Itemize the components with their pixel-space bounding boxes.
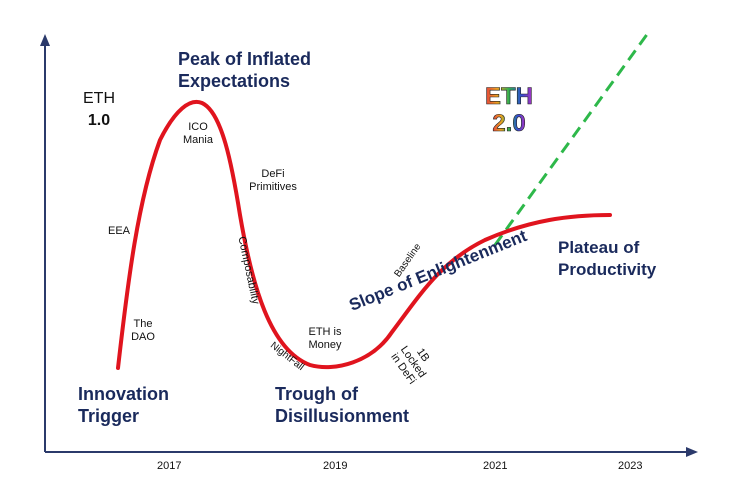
eth2-label-line1: ETH [485,83,533,110]
x-tick-2019: 2019 [323,460,348,472]
trough-label-line2: Disillusionment [275,406,410,426]
defi-line2: Primitives [249,181,297,193]
dao-line1: The [133,318,153,330]
ethmoney-line2: Money [308,339,342,351]
peak-label-line1: Peak of Inflated [178,49,312,69]
peak-label-line2: Expectations [178,71,291,91]
innovation-label-line2: Trigger [78,406,140,426]
ico-line2: Mania [183,134,213,146]
eth1-label: ETH 1.0 [78,88,120,132]
eth-is-money-annotation: ETH is Money [302,326,348,352]
innovation-trigger-label: Innovation Trigger [78,383,169,427]
defi-line1: DeFi [261,168,285,180]
eea-annotation: EEA [107,225,130,237]
eth1-label-line1: ETH [83,90,115,107]
innovation-label-line1: Innovation [78,384,169,404]
peak-label: Peak of Inflated Expectations [178,48,311,92]
eth2-label: ETH 2.0 [485,83,534,138]
trough-label-line1: Trough of [275,384,358,404]
the-dao-annotation: The DAO [126,318,160,344]
ico-mania-annotation: ICO Mania [175,121,221,147]
x-tick-2023: 2023 [618,460,643,472]
defi-primitives-annotation: DeFi Primitives [243,168,303,194]
y-axis-arrow [40,34,50,46]
hype-curve [116,99,612,370]
plateau-label-line1: Plateau of [558,238,640,257]
plateau-label-line2: Productivity [558,260,657,279]
eth1-label-line2: 1.0 [87,112,111,129]
eth2-projection-line [493,32,650,246]
ethmoney-line1: ETH is [308,326,342,338]
x-tick-2021: 2021 [483,460,508,472]
plateau-label: Plateau of Productivity [558,237,656,281]
trough-label: Trough of Disillusionment [275,383,409,427]
dao-line2: DAO [131,331,155,343]
ico-line1: ICO [188,121,208,133]
eth2-label-line2: 2.0 [492,110,525,137]
x-tick-2017: 2017 [157,460,182,472]
x-axis-arrow [686,447,698,457]
